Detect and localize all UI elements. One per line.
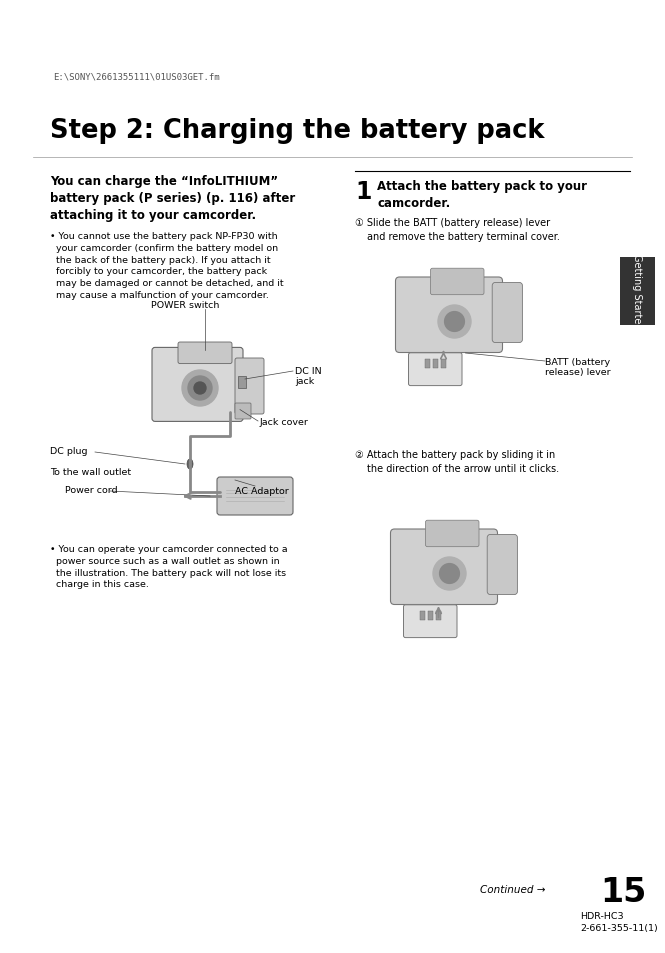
FancyBboxPatch shape <box>426 520 479 547</box>
Text: battery pack (P series) (p. 116) after: battery pack (P series) (p. 116) after <box>50 192 295 205</box>
Bar <box>434 359 438 369</box>
Text: attaching it to your camcorder.: attaching it to your camcorder. <box>50 209 256 222</box>
Text: DC plug: DC plug <box>50 447 88 456</box>
Text: the direction of the arrow until it clicks.: the direction of the arrow until it clic… <box>367 463 559 474</box>
Bar <box>426 359 430 369</box>
Bar <box>420 612 426 620</box>
Text: Continued →: Continued → <box>480 884 545 894</box>
Bar <box>436 612 442 620</box>
FancyBboxPatch shape <box>235 403 251 419</box>
FancyBboxPatch shape <box>408 354 462 386</box>
Circle shape <box>188 376 212 400</box>
Bar <box>442 359 446 369</box>
FancyBboxPatch shape <box>492 283 523 343</box>
Circle shape <box>440 564 460 584</box>
Text: ① Slide the BATT (battery release) lever: ① Slide the BATT (battery release) lever <box>355 218 550 228</box>
Text: E:\SONY\2661355111\01US03GET.fm: E:\SONY\2661355111\01US03GET.fm <box>53 73 219 82</box>
Text: 1: 1 <box>355 180 371 204</box>
FancyBboxPatch shape <box>396 277 503 354</box>
Ellipse shape <box>187 459 193 470</box>
FancyBboxPatch shape <box>235 358 264 415</box>
FancyBboxPatch shape <box>217 477 293 516</box>
Text: You can charge the “InfoLITHIUM”: You can charge the “InfoLITHIUM” <box>50 174 278 188</box>
Circle shape <box>438 306 471 338</box>
Text: POWER switch: POWER switch <box>151 301 219 310</box>
Text: Attach the battery pack to your: Attach the battery pack to your <box>377 180 587 193</box>
Text: DC IN
jack: DC IN jack <box>295 367 322 386</box>
Text: Jack cover: Jack cover <box>260 417 309 427</box>
Text: Power cord: Power cord <box>65 485 118 495</box>
Bar <box>428 612 434 620</box>
Bar <box>620 257 655 326</box>
Text: To the wall outlet: To the wall outlet <box>50 468 131 476</box>
Text: • You cannot use the battery pack NP-FP30 with
  your camcorder (confirm the bat: • You cannot use the battery pack NP-FP3… <box>50 232 284 299</box>
FancyBboxPatch shape <box>430 269 484 295</box>
Text: ② Attach the battery pack by sliding it in: ② Attach the battery pack by sliding it … <box>355 450 555 459</box>
Text: and remove the battery terminal cover.: and remove the battery terminal cover. <box>367 232 560 242</box>
FancyBboxPatch shape <box>178 343 232 364</box>
Text: • You can operate your camcorder connected to a
  power source such as a wall ou: • You can operate your camcorder connect… <box>50 544 288 589</box>
FancyBboxPatch shape <box>390 530 497 605</box>
Text: AC Adaptor: AC Adaptor <box>235 486 289 496</box>
Text: HDR-HC3: HDR-HC3 <box>580 911 624 920</box>
Circle shape <box>182 371 218 407</box>
Text: 15: 15 <box>600 875 646 908</box>
FancyBboxPatch shape <box>152 348 243 422</box>
Text: camcorder.: camcorder. <box>377 196 450 210</box>
Circle shape <box>194 382 206 395</box>
Text: BATT (battery
release) lever: BATT (battery release) lever <box>545 357 610 377</box>
Circle shape <box>433 558 466 590</box>
Text: Step 2: Charging the battery pack: Step 2: Charging the battery pack <box>50 118 545 144</box>
Text: 2-661-355-11(1): 2-661-355-11(1) <box>580 923 658 932</box>
Bar <box>238 376 246 389</box>
Circle shape <box>445 313 464 332</box>
FancyBboxPatch shape <box>487 535 517 595</box>
FancyBboxPatch shape <box>404 605 457 638</box>
Text: Getting Started: Getting Started <box>632 254 642 330</box>
